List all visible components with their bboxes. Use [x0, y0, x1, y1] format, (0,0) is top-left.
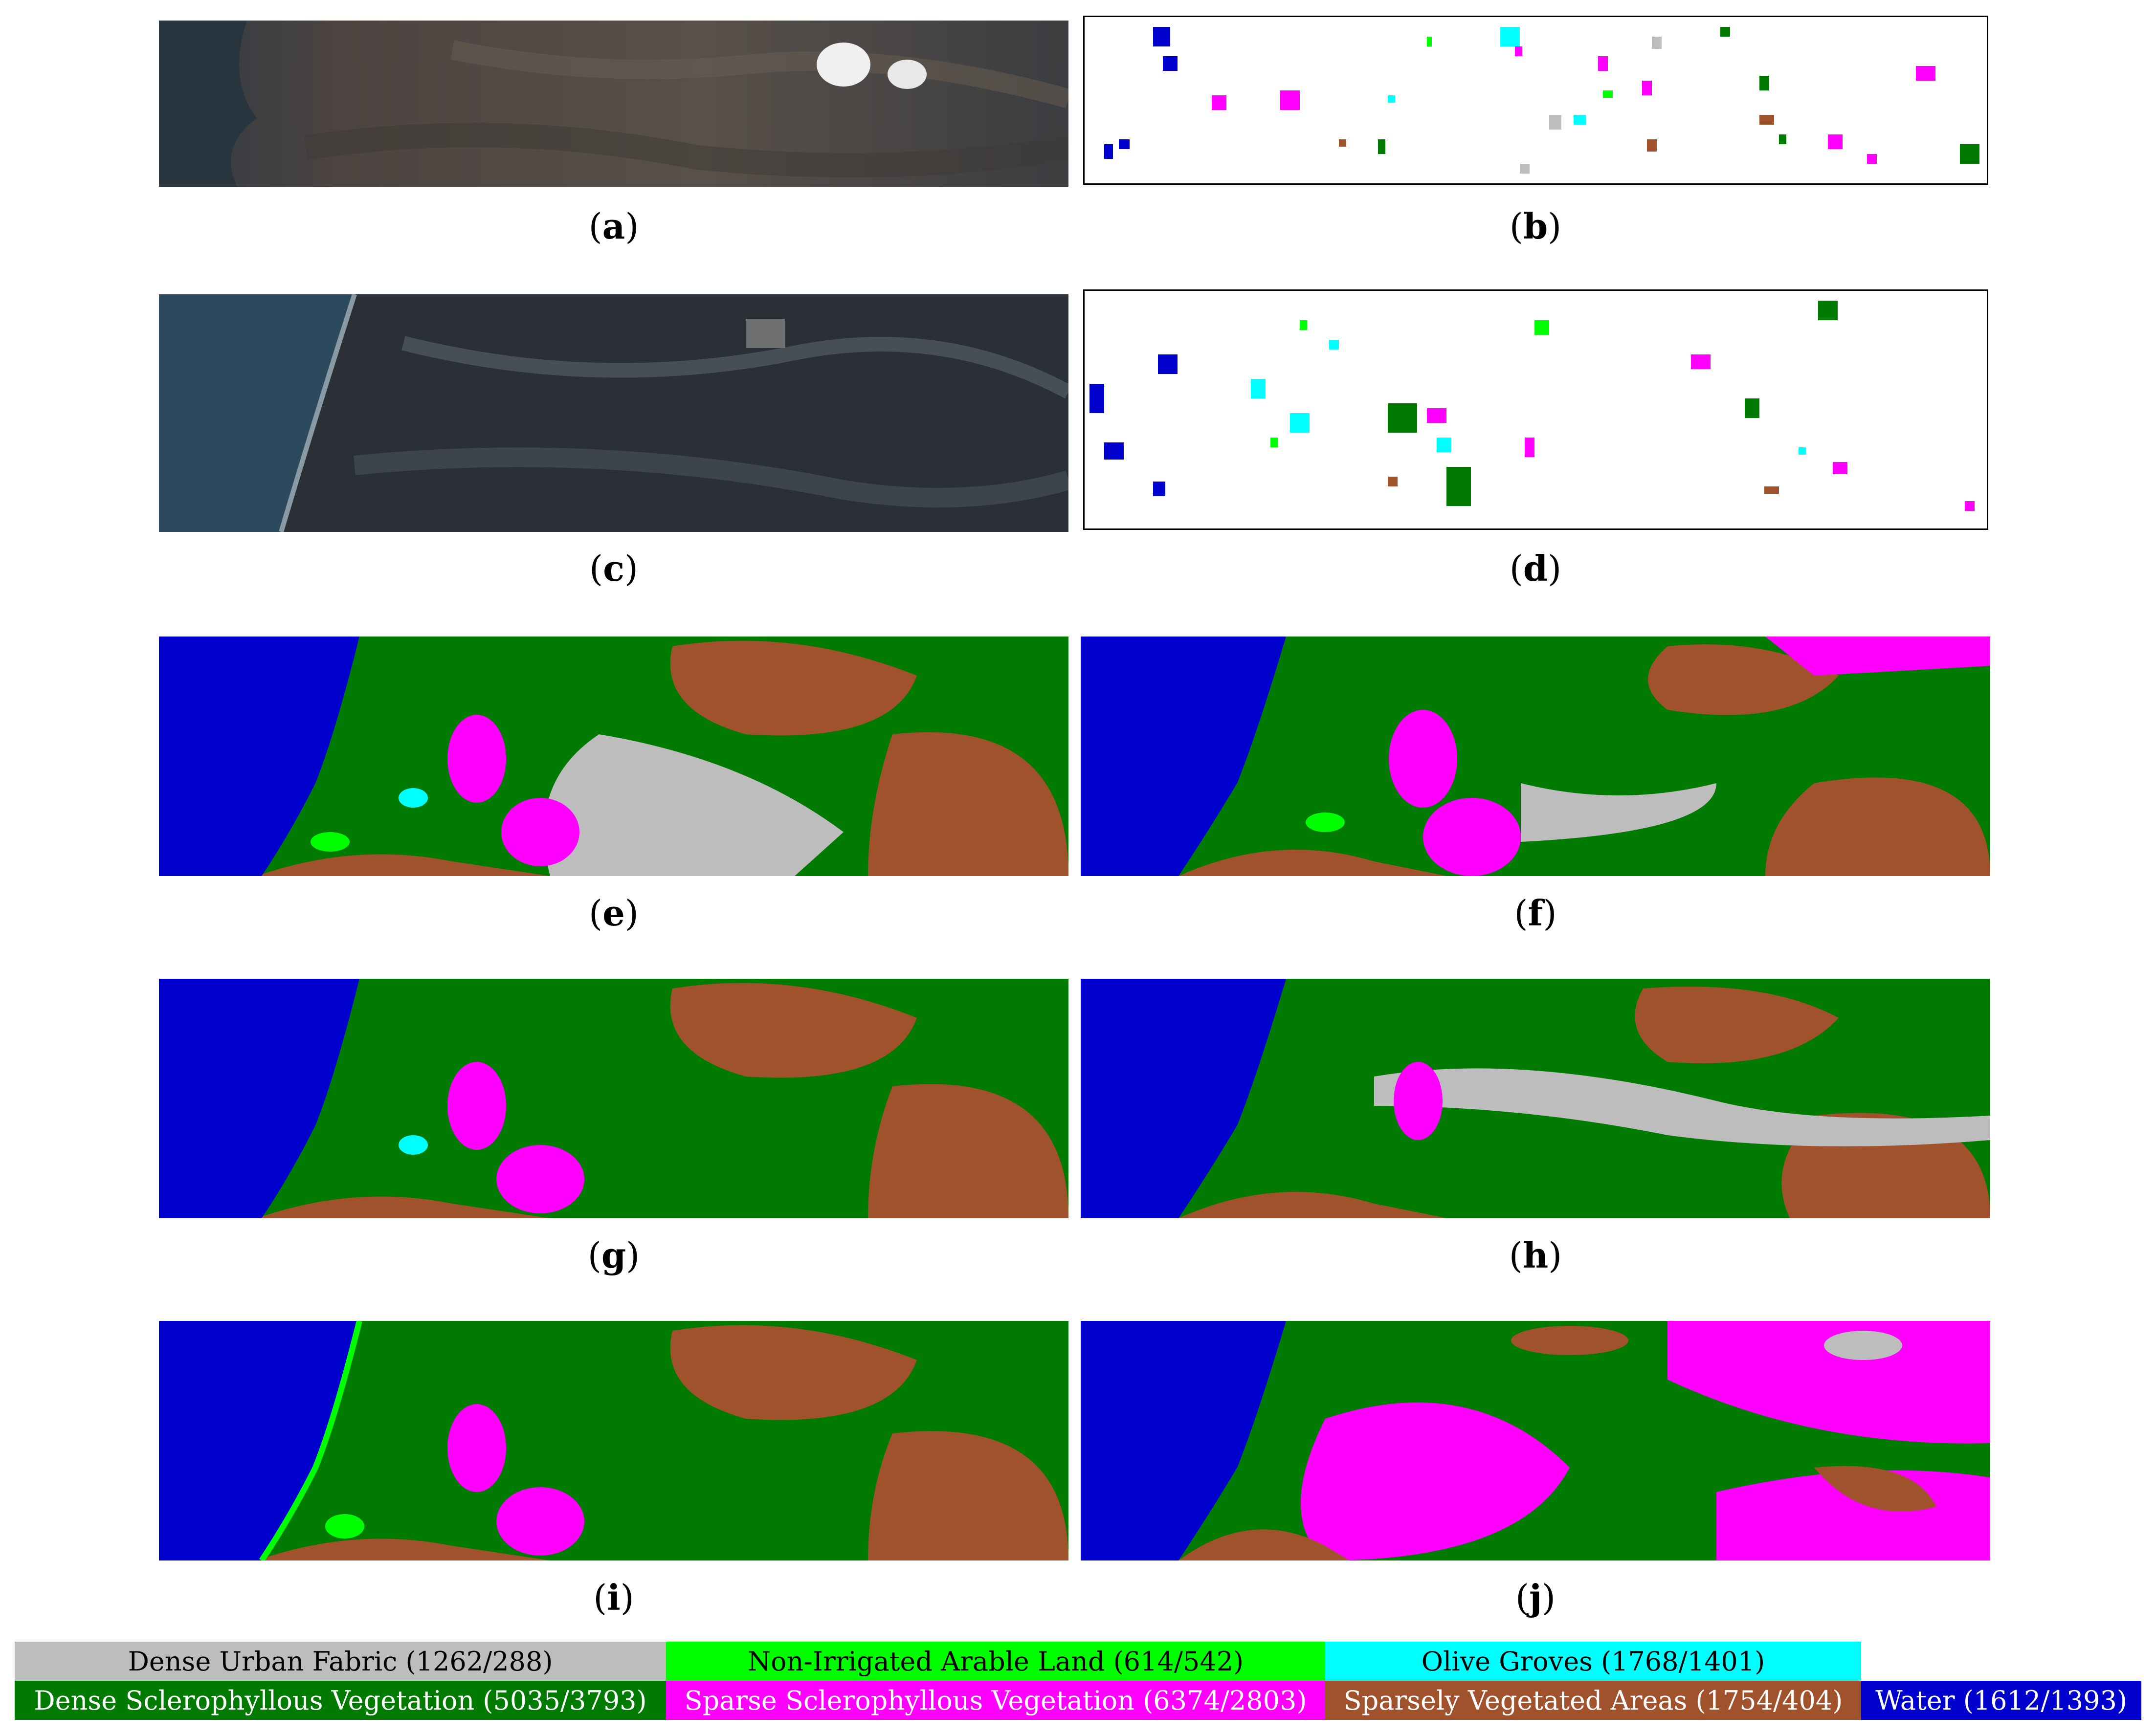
- class-legend: Dense Urban Fabric (1262/288) Non-Irriga…: [15, 1642, 2141, 1720]
- legend-item-olive-groves: Olive Groves (1768/1401): [1325, 1642, 1861, 1681]
- classification-map-e: [159, 637, 1068, 876]
- legend-item-sparse-sclerophyllous-vegetation: Sparse Sclerophyllous Vegetation (6374/2…: [666, 1681, 1325, 1720]
- classification-map-j: [1081, 1321, 1990, 1560]
- caption-d: (d): [1509, 548, 1562, 589]
- legend-item-water: Water (1612/1393): [1861, 1681, 2141, 1720]
- ground-truth-map-b: [1083, 16, 1988, 185]
- caption-f: (f): [1514, 892, 1557, 934]
- caption-h: (h): [1509, 1234, 1562, 1276]
- classification-map-g: [159, 979, 1068, 1218]
- caption-j: (j): [1515, 1577, 1556, 1618]
- classification-map-h: [1081, 979, 1990, 1218]
- satellite-image-c: [159, 294, 1068, 532]
- legend-item-dense-sclerophyllous-vegetation: Dense Sclerophyllous Vegetation (5035/37…: [15, 1681, 666, 1720]
- legend-item-non-irrigated-arable-land: Non-Irrigated Arable Land (614/542): [666, 1642, 1325, 1681]
- caption-i: (i): [593, 1577, 634, 1618]
- caption-c: (c): [589, 548, 639, 589]
- legend-item-sparsely-vegetated-areas: Sparsely Vegetated Areas (1754/404): [1325, 1681, 1861, 1720]
- classification-map-f: [1081, 637, 1990, 876]
- caption-e: (e): [589, 892, 639, 934]
- satellite-image-a: [159, 21, 1068, 187]
- classification-map-i: [159, 1321, 1068, 1560]
- caption-a: (a): [588, 205, 639, 247]
- ground-truth-map-d: [1083, 289, 1988, 530]
- legend-item-dense-urban-fabric: Dense Urban Fabric (1262/288): [15, 1642, 666, 1681]
- caption-b: (b): [1509, 205, 1562, 247]
- caption-g: (g): [587, 1234, 640, 1276]
